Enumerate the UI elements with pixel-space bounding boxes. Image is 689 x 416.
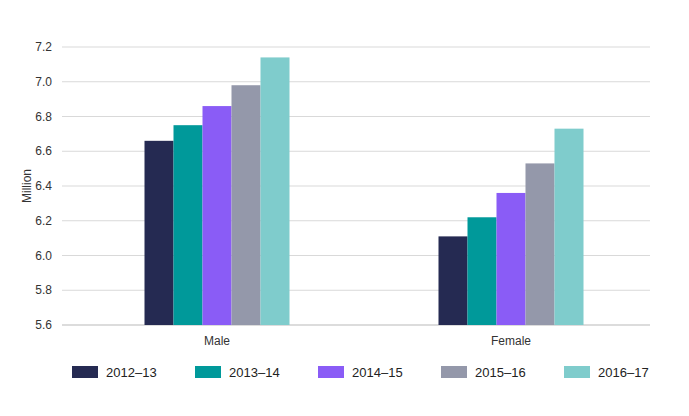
tick-label: 6.0 — [35, 249, 52, 263]
legend-swatch — [72, 366, 98, 378]
legend-label: 2015–16 — [475, 365, 526, 380]
bar — [439, 236, 468, 325]
tick-label: 6.2 — [35, 214, 52, 228]
legend-swatch — [441, 366, 467, 378]
axis-title: Million — [20, 169, 34, 203]
tick-label: 5.6 — [35, 318, 52, 332]
legend-label: 2016–17 — [598, 365, 649, 380]
legend-label: 2014–15 — [352, 365, 403, 380]
tick-label: 6.8 — [35, 110, 52, 124]
grid-line — [62, 116, 650, 117]
tick-label: 7.0 — [35, 75, 52, 89]
bar — [203, 106, 232, 325]
tick-label: 6.6 — [35, 144, 52, 158]
category-label: Female — [491, 334, 531, 348]
bar — [261, 57, 290, 325]
bar — [145, 141, 174, 325]
legend-label: 2012–13 — [106, 365, 157, 380]
legend-swatch — [564, 366, 590, 378]
bar — [555, 129, 584, 325]
legend: 2012–13 2013–14 2014–15 2015–16 2016–17 — [72, 365, 649, 380]
tick-label: 6.4 — [35, 179, 52, 193]
category-label: Male — [204, 334, 230, 348]
bar — [174, 125, 203, 325]
bar — [468, 217, 497, 325]
grid-line — [62, 81, 650, 82]
bars — [145, 57, 584, 325]
legend-swatch — [318, 366, 344, 378]
legend-label: 2013–14 — [229, 365, 280, 380]
bar — [526, 163, 555, 325]
chart: 5.6 5.8 6.0 6.2 6.4 6.6 6.8 7.0 7.2 Million Male Fe… — [0, 0, 689, 416]
bar — [497, 193, 526, 325]
legend-swatch — [195, 366, 221, 378]
tick-label: 7.2 — [35, 40, 52, 54]
grid-line — [62, 47, 650, 48]
tick-label: 5.8 — [35, 283, 52, 297]
bar — [232, 85, 261, 325]
